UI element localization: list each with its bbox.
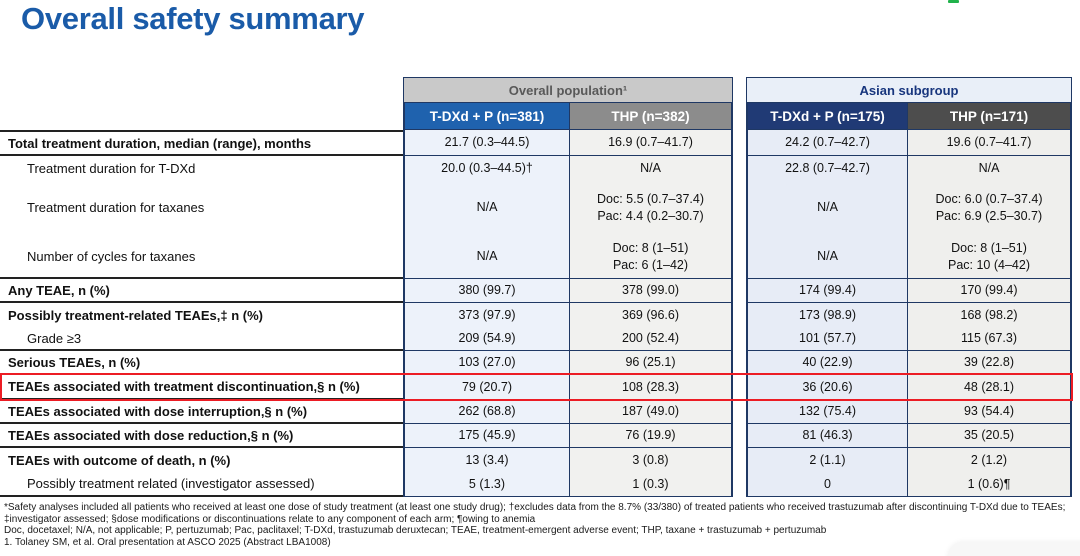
row-label: Number of cycles for taxanes [0,235,403,279]
cell-value: 24.2 (0.7–42.7) [746,130,908,156]
row-label: Treatment duration for taxanes [0,180,403,235]
cell-value: 170 (99.4) [908,279,1072,303]
cell-value: 35 (20.5) [908,424,1072,448]
cell-value: 187 (49.0) [570,400,733,424]
cell-value: 103 (27.0) [403,351,570,375]
cell-value: 378 (99.0) [570,279,733,303]
row-label: Possibly treatment related (investigator… [0,472,403,497]
cell-value: Doc: 8 (1–51) Pac: 6 (1–42) [570,235,733,279]
cell-value: 380 (99.7) [403,279,570,303]
group-header-overall-population: Overall population¹ [403,77,733,103]
row-label: Possibly treatment-related TEAEs,‡ n (%) [0,303,403,327]
cell-value: 79 (20.7) [403,375,570,400]
cell-value: 5 (1.3) [403,472,570,497]
cell-value: 262 (68.8) [403,400,570,424]
cell-value: Doc: 6.0 (0.7–37.4) Pac: 6.9 (2.5–30.7) [908,180,1072,235]
cell-value: 1 (0.6)¶ [908,472,1072,497]
cell-value: 2 (1.2) [908,448,1072,472]
row-label: Total treatment duration, median (range)… [0,130,403,156]
row-label: TEAEs associated with treatment disconti… [0,375,403,400]
column-header: T-DXd + P (n=381) [403,103,570,130]
cell-value: 0 [746,472,908,497]
cell-value: 132 (75.4) [746,400,908,424]
cell-value: N/A [403,235,570,279]
footnote-line: *Safety analyses included all patients w… [4,502,1066,513]
row-label: TEAEs with outcome of death, n (%) [0,448,403,472]
footnote-line: ‡investigator assessed; §dose modificati… [4,513,536,525]
cell-value: 175 (45.9) [403,424,570,448]
column-header: THP (n=382) [570,103,733,130]
cell-value: N/A [403,180,570,235]
cell-value: 20.0 (0.3–44.5)† [403,156,570,180]
column-header: T-DXd + P (n=175) [746,103,908,130]
cell-value: 48 (28.1) [908,375,1072,400]
footnote-line: Doc, docetaxel; N/A, not applicable; P, … [4,525,827,536]
cell-value: 39 (22.8) [908,351,1072,375]
group-header-asian-subgroup: Asian subgroup [746,77,1072,103]
cell-value: 209 (54.9) [403,327,570,351]
footnote-line: 1. Tolaney SM, et al. Oral presentation … [4,536,331,548]
cell-value: 19.6 (0.7–41.7) [908,130,1072,156]
row-label: TEAEs associated with dose reduction,§ n… [0,424,403,448]
cell-value: N/A [570,156,733,180]
cell-value: 101 (57.7) [746,327,908,351]
cell-value: 22.8 (0.7–42.7) [746,156,908,180]
cell-value: N/A [746,180,908,235]
cell-value: 3 (0.8) [570,448,733,472]
row-label: TEAEs associated with dose interruption,… [0,400,403,424]
cell-value: 168 (98.2) [908,303,1072,327]
cell-value: 93 (54.4) [908,400,1072,424]
cropped-corner-shape [948,542,1080,556]
cell-value: 200 (52.4) [570,327,733,351]
cell-value: 115 (67.3) [908,327,1072,351]
cell-value: 1 (0.3) [570,472,733,497]
row-label: Grade ≥3 [0,327,403,351]
cell-value: 21.7 (0.3–44.5) [403,130,570,156]
cell-value: N/A [908,156,1072,180]
cell-value: 173 (98.9) [746,303,908,327]
cell-value: Doc: 8 (1–51) Pac: 10 (4–42) [908,235,1072,279]
row-label: Any TEAE, n (%) [0,279,403,303]
cell-value: 16.9 (0.7–41.7) [570,130,733,156]
cell-value: 96 (25.1) [570,351,733,375]
column-header: THP (n=171) [908,103,1072,130]
cell-value: 2 (1.1) [746,448,908,472]
cell-value: 36 (20.6) [746,375,908,400]
cropped-logo-mark [948,0,959,3]
row-label: Treatment duration for T-DXd [0,156,403,180]
cell-value: 13 (3.4) [403,448,570,472]
cell-value: 373 (97.9) [403,303,570,327]
cell-value: 40 (22.9) [746,351,908,375]
safety-summary-table: Overall population¹ Asian subgroup T-DXd +… [0,77,1073,497]
row-label: Serious TEAEs, n (%) [0,351,403,375]
page-title: Overall safety summary [21,1,365,36]
cell-value: N/A [746,235,908,279]
cell-value: 81 (46.3) [746,424,908,448]
cell-value: Doc: 5.5 (0.7–37.4) Pac: 4.4 (0.2–30.7) [570,180,733,235]
cell-value: 76 (19.9) [570,424,733,448]
cell-value: 108 (28.3) [570,375,733,400]
cell-value: 369 (96.6) [570,303,733,327]
cell-value: 174 (99.4) [746,279,908,303]
footnotes: *Safety analyses included all patients w… [4,502,1078,548]
